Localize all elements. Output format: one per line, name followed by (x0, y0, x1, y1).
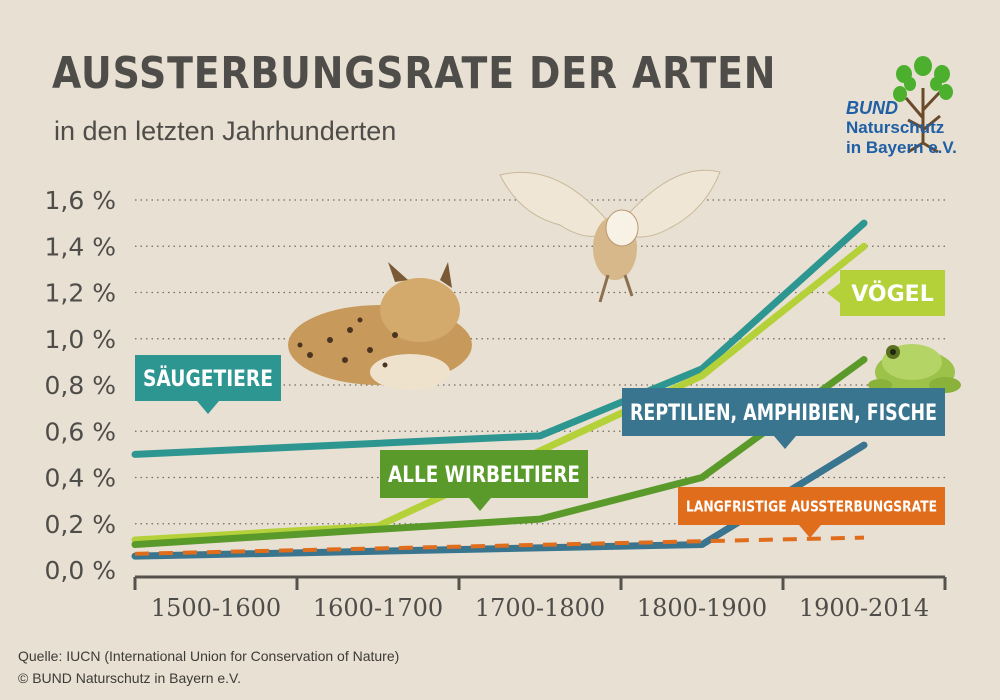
chart-subtitle: in den letzten Jahrhunderten (54, 116, 397, 146)
series-line-langfristig (134, 535, 865, 556)
x-tick-label: 1600-1700 (313, 594, 443, 622)
callout-box (380, 450, 588, 498)
x-tick-label: 1500-1600 (151, 594, 281, 622)
y-tick-label: 1,6 % (45, 186, 116, 215)
x-tick-label: 1900-2014 (799, 594, 929, 622)
y-tick-label: 0,2 % (45, 510, 116, 539)
logo-bayern: in Bayern e.V. (846, 138, 957, 157)
callout-box (135, 355, 281, 401)
y-tick-label: 1,4 % (45, 232, 116, 261)
y-tick-label: 0,6 % (45, 417, 116, 446)
callout-box (840, 270, 945, 316)
series-label: SÄUGETIERE (143, 366, 273, 392)
callout-box (678, 487, 945, 525)
series-line-saeugetiere (131, 219, 868, 458)
callout-pointer (827, 283, 840, 303)
callout-pointer (774, 436, 796, 449)
callout-langfristig: LANGFRISTIGE AUSSTERBUNGSRATE (678, 487, 945, 538)
y-tick-label: 1,2 % (45, 279, 116, 308)
callout-saeugetiere: SÄUGETIERE (135, 355, 281, 414)
x-tick-label: 1700-1800 (475, 594, 605, 622)
copyright-note: © BUND Naturschutz in Bayern e.V. (18, 670, 242, 686)
source-note: Quelle: IUCN (International Union for Co… (18, 648, 400, 664)
series-label: ALLE WIRBELTIERE (388, 463, 580, 488)
lynx-illustration (288, 262, 472, 390)
frog-illustration (868, 344, 961, 394)
series-label: VÖGEL (851, 281, 933, 307)
callout-voegel: VÖGEL (827, 270, 945, 316)
y-tick-label: 0,8 % (45, 371, 116, 400)
bund-tree-logo-icon (893, 56, 953, 154)
y-tick-label: 0,0 % (45, 556, 116, 585)
logo-naturschutz: Naturschutz (846, 118, 945, 137)
series-label: REPTILIEN, AMPHIBIEN, FISCHE (630, 401, 937, 426)
series-label: LANGFRISTIGE AUSSTERBUNGSRATE (686, 497, 937, 515)
owl-illustration (499, 169, 721, 303)
y-tick-label: 1,0 % (45, 325, 116, 354)
callout-pointer (799, 525, 821, 538)
x-tick-label: 1800-1900 (637, 594, 767, 622)
callout-pointer (469, 498, 491, 511)
callout-pointer (197, 401, 219, 414)
series-line-reptilien (131, 441, 868, 560)
logo-text: BUND Naturschutz in Bayern e.V. (846, 98, 957, 158)
logo-bund: BUND (846, 98, 898, 118)
callout-wirbeltiere: ALLE WIRBELTIERE (380, 450, 588, 511)
callout-box (622, 388, 945, 436)
callout-reptilien: REPTILIEN, AMPHIBIEN, FISCHE (622, 388, 945, 449)
y-tick-label: 0,4 % (45, 464, 116, 493)
chart-title: AUSSTERBUNGSRATE DER ARTEN (52, 48, 777, 99)
